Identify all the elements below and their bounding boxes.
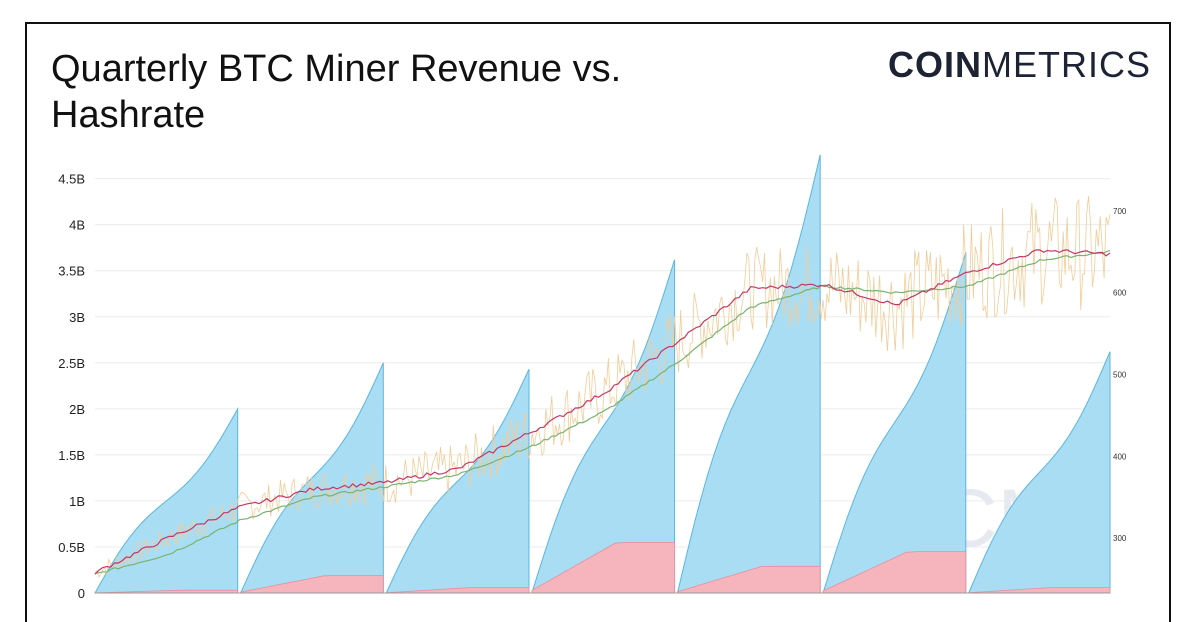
revenue-area — [94, 406, 239, 594]
fees-area — [385, 587, 530, 594]
revenue-area — [822, 252, 967, 594]
left-tick-label: 3.5B — [58, 264, 85, 279]
right-tick-label: 300 — [1113, 534, 1127, 543]
fees-area — [677, 565, 821, 594]
left-tick-label: 4.5B — [58, 172, 85, 187]
right-tick-label: 600 — [1113, 289, 1127, 298]
hashrate-ma-long-line — [94, 250, 1111, 575]
left-tick-label: 3B — [69, 310, 85, 325]
logo-text-bold: COIN — [888, 44, 982, 85]
fees-series — [94, 542, 1111, 594]
revenue-series — [94, 154, 1111, 594]
left-tick-label: 2.5B — [58, 356, 85, 371]
hashrate-ma-short-line — [94, 249, 1111, 575]
left-tick-label: 1.5B — [58, 448, 85, 463]
right-tick-label: 500 — [1113, 370, 1127, 379]
revenue-area — [385, 368, 530, 594]
hashrate-series — [94, 196, 1111, 579]
coinmetrics-logo: COINMETRICS — [888, 44, 1151, 86]
right-axis: 300 400 500 600 700 — [1113, 207, 1127, 543]
revenue-area — [239, 362, 384, 594]
left-tick-label: 0.5B — [58, 540, 85, 555]
revenue-hashrate-chart: 0 0.5B 1B 1.5B 2B 2.5B 3B 3.5B 4B 4.5B 300 400 500 6… — [58, 154, 1127, 600]
revenue-area — [531, 259, 676, 594]
chart-title: Quarterly BTC Miner Revenue vs. Hashrate — [51, 48, 622, 136]
left-axis: 0 0.5B 1B 1.5B 2B 2.5B 3B 3.5B 4B 4.5B — [58, 172, 85, 600]
fees-area — [240, 575, 384, 594]
right-tick-label: 400 — [1113, 452, 1127, 461]
revenue-area — [967, 351, 1111, 594]
hashrate-daily-line — [94, 196, 1111, 579]
logo-text-light: METRICS — [982, 44, 1151, 85]
fees-area — [94, 589, 239, 594]
left-tick-label: 2B — [69, 402, 85, 417]
left-tick-label: 4B — [69, 218, 85, 233]
fees-area — [968, 587, 1111, 594]
right-tick-label: 700 — [1113, 207, 1127, 216]
revenue-area — [677, 154, 821, 594]
left-tick-label: 1B — [69, 494, 85, 509]
fees-area — [531, 542, 676, 594]
left-tick-label: 0 — [78, 586, 85, 600]
fees-area — [822, 551, 967, 594]
